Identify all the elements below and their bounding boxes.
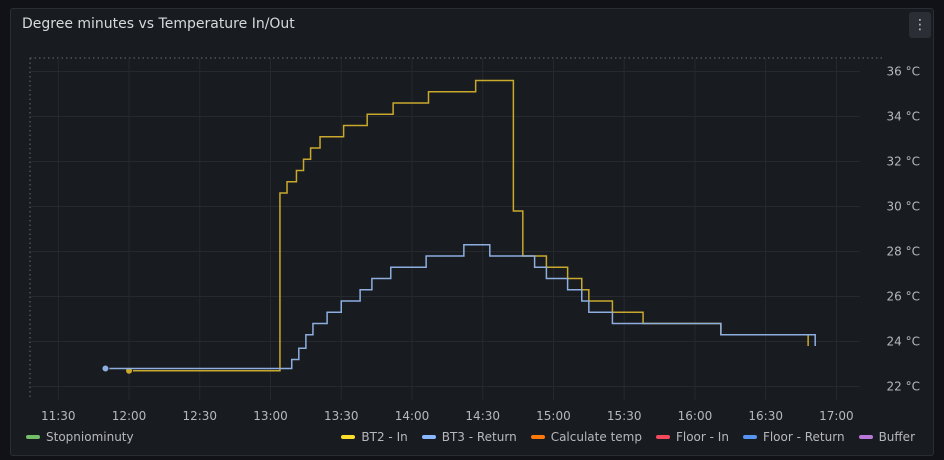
legend-swatch (421, 435, 436, 439)
x-tick-label: 16:00 (678, 409, 713, 423)
legend-swatch (742, 435, 757, 439)
y-tick-label: 26 °C (887, 290, 920, 304)
y-tick-label: 22 °C (887, 380, 920, 394)
legend-swatch (530, 435, 545, 439)
legend-swatch (858, 435, 873, 439)
legend-swatch (26, 435, 40, 439)
legend-left: Stopniominuty (26, 430, 134, 444)
panel-title: Degree minutes vs Temperature In/Out (22, 16, 295, 32)
x-tick-label: 13:30 (324, 409, 359, 423)
x-tick-label: 13:00 (253, 409, 288, 423)
legend-label: Buffer (878, 430, 915, 444)
x-tick-label: 15:30 (607, 409, 642, 423)
legend-label: Stopniominuty (46, 430, 134, 444)
legend-label: BT3 - Return (441, 430, 517, 444)
x-tick-label: 17:00 (819, 409, 854, 423)
series-start-point-2 (101, 364, 110, 373)
series-line-2 (105, 244, 816, 370)
legend-item[interactable]: Calculate temp (530, 430, 642, 444)
legend-swatch (341, 435, 356, 439)
legend-label: Floor - Return (762, 430, 845, 444)
x-tick-label: 12:30 (182, 409, 217, 423)
legend-item[interactable]: Floor - Return (742, 430, 845, 444)
chart-panel: Degree minutes vs Temperature In/Out ⋮ (10, 8, 934, 456)
legend-swatch (655, 435, 670, 439)
x-tick-label: 11:30 (41, 409, 76, 423)
y-tick-label: 30 °C (887, 200, 920, 214)
legend-item[interactable]: Floor - In (655, 430, 729, 444)
legend-label: Calculate temp (550, 430, 642, 444)
legend-right: BT2 - In BT3 - Return Calculate temp Floor … (341, 430, 915, 444)
y-tick-label: 24 °C (887, 335, 920, 349)
legend-label: Floor - In (675, 430, 729, 444)
x-tick-label: 12:00 (112, 409, 147, 423)
y-tick-label: 28 °C (887, 245, 920, 259)
legend-label: BT2 - In (361, 430, 408, 444)
x-tick-label: 14:30 (465, 409, 500, 423)
legend-item[interactable]: BT2 - In (341, 430, 408, 444)
x-tick-label: 16:30 (748, 409, 783, 423)
x-tick-label: 14:00 (395, 409, 430, 423)
x-tick-label: 15:00 (536, 409, 571, 423)
y-tick-label: 32 °C (887, 155, 920, 169)
kebab-menu-icon[interactable]: ⋮ (909, 12, 931, 38)
legend-item[interactable]: BT3 - Return (421, 430, 517, 444)
legend-item[interactable]: Buffer (858, 430, 915, 444)
y-tick-label: 34 °C (887, 110, 920, 124)
y-tick-label: 36 °C (887, 65, 920, 79)
legend-item[interactable]: Stopniominuty (26, 430, 134, 444)
series-line-1 (129, 79, 809, 372)
